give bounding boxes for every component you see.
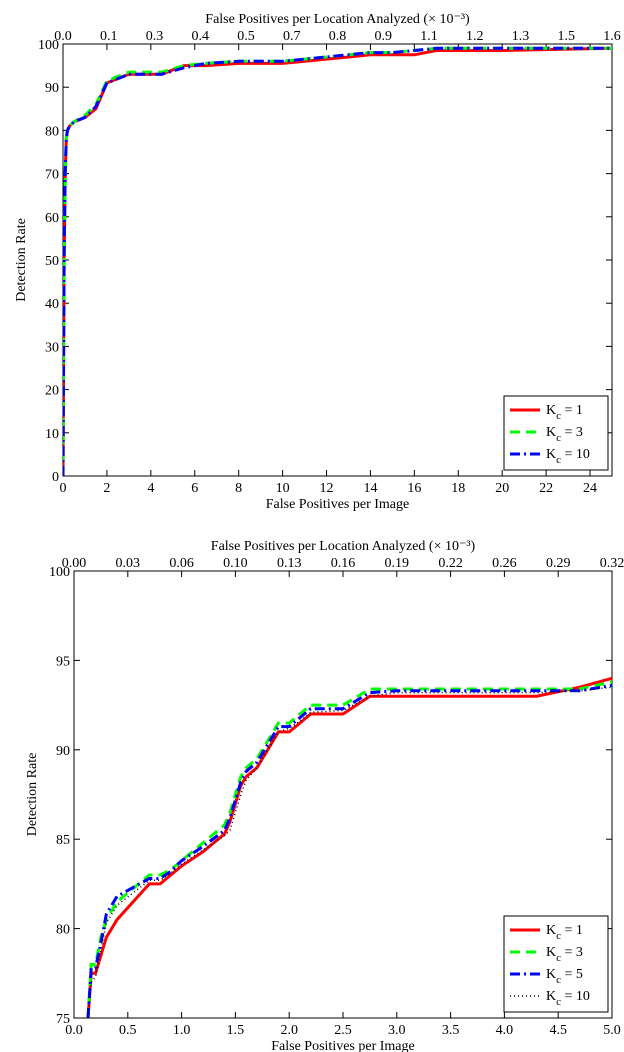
- x2-tick-label: 0.4: [192, 29, 210, 44]
- x2-tick-label: 1.5: [558, 29, 576, 44]
- x-tick-label: 14: [363, 481, 377, 496]
- y-tick-label: 90: [56, 744, 70, 759]
- y-tick-label: 0: [52, 470, 59, 485]
- x2-tick-label: 1.3: [512, 29, 530, 44]
- x-tick-label: 6: [191, 481, 198, 496]
- x2-tick-label: 0.00: [62, 556, 87, 571]
- x2-tick-label: 0.03: [116, 556, 141, 571]
- y-tick-label: 100: [38, 38, 59, 53]
- legend-value: = 10: [561, 989, 590, 1004]
- x-tick-label: 12: [320, 481, 334, 496]
- x2-tick-label: 0.16: [331, 556, 356, 571]
- x-tick-label: 4.0: [496, 1023, 514, 1038]
- x-tick-label: 1.0: [173, 1023, 191, 1038]
- x-tick-label: 4.5: [549, 1023, 567, 1038]
- y-axis-title: Detection Rate: [14, 218, 29, 302]
- y-tick-label: 100: [49, 565, 70, 580]
- x-tick-label: 1.5: [227, 1023, 245, 1038]
- x2-axis-title: False Positives per Location Analyzed (×…: [211, 539, 476, 554]
- x-tick-label: 3.5: [442, 1023, 460, 1038]
- y-tick-label: 70: [45, 168, 59, 183]
- legend-box-0: [503, 395, 609, 471]
- x2-tick-label: 0.7: [283, 29, 301, 44]
- legend-value: = 5: [561, 967, 583, 982]
- x-tick-label: 0.5: [119, 1023, 137, 1038]
- x2-tick-label: 0.26: [492, 556, 517, 571]
- x-tick-label: 0: [60, 481, 67, 496]
- legend-label-1: Kc = 1: [546, 403, 583, 422]
- x2-tick-label: 0.8: [329, 29, 347, 44]
- x-tick-label: 2: [103, 481, 110, 496]
- legend-label-10: Kc = 10: [546, 447, 590, 466]
- y-tick-label: 85: [56, 833, 70, 848]
- y-tick-label: 80: [56, 923, 70, 938]
- series-line-10-panel-1: [87, 686, 612, 1018]
- x2-tick-label: 0.13: [277, 556, 302, 571]
- x2-tick-label: 0.32: [600, 556, 624, 571]
- series-line-5-panel-1: [86, 683, 612, 1018]
- x2-tick-label: 0.9: [375, 29, 393, 44]
- legend-value: = 1: [561, 403, 583, 418]
- y-tick-label: 50: [45, 254, 59, 269]
- x-tick-label: 16: [407, 481, 421, 496]
- legend-label-3: Kc = 3: [546, 945, 583, 964]
- x2-tick-label: 1.2: [466, 29, 484, 44]
- legend-box-1: [503, 915, 609, 1013]
- y-tick-label: 90: [45, 81, 59, 96]
- y-tick-label: 40: [45, 297, 59, 312]
- y-tick-label: 60: [45, 211, 59, 226]
- y-axis-title: Detection Rate: [25, 753, 40, 837]
- legend-value: = 1: [561, 923, 583, 938]
- legend-label-10: Kc = 10: [546, 989, 590, 1008]
- y-tick-label: 20: [45, 384, 59, 399]
- legend-value: = 3: [561, 945, 583, 960]
- series-line-10-panel-0: [63, 46, 612, 476]
- legend-label-3: Kc = 3: [546, 425, 583, 444]
- x-tick-label: 3.0: [388, 1023, 406, 1038]
- x-axis-title: False Positives per Image: [266, 497, 409, 512]
- x2-tick-label: 0.19: [385, 556, 410, 571]
- legend-value: = 10: [561, 447, 590, 462]
- x-tick-label: 18: [451, 481, 465, 496]
- y-tick-label: 10: [45, 427, 59, 442]
- x-tick-label: 20: [495, 481, 509, 496]
- x-tick-label: 22: [539, 481, 553, 496]
- x-tick-label: 24: [583, 481, 597, 496]
- x2-tick-label: 0.1: [100, 29, 118, 44]
- x2-tick-label: 0.22: [438, 556, 463, 571]
- x-tick-label: 8: [235, 481, 242, 496]
- x2-tick-label: 0.29: [546, 556, 571, 571]
- x2-tick-label: 1.1: [420, 29, 438, 44]
- y-tick-label: 80: [45, 124, 59, 139]
- legend-label-5: Kc = 5: [546, 967, 583, 986]
- x-axis-title: False Positives per Image: [271, 1039, 414, 1052]
- x2-tick-label: 1.6: [603, 29, 621, 44]
- x2-tick-label: 0.5: [237, 29, 255, 44]
- x2-tick-label: 0.3: [146, 29, 164, 44]
- y-tick-label: 30: [45, 340, 59, 355]
- x2-axis-title: False Positives per Location Analyzed (×…: [205, 12, 470, 27]
- series-line-3-panel-1: [86, 680, 612, 1018]
- x-tick-label: 5.0: [603, 1023, 621, 1038]
- x-tick-label: 10: [276, 481, 290, 496]
- x-tick-label: 2.0: [280, 1023, 298, 1038]
- x-tick-label: 4: [147, 481, 154, 496]
- y-tick-label: 95: [56, 654, 70, 669]
- x2-tick-label: 0.06: [169, 556, 194, 571]
- x-tick-label: 0.0: [65, 1023, 83, 1038]
- x2-tick-label: 0.0: [54, 29, 72, 44]
- x2-tick-label: 0.10: [223, 556, 248, 571]
- y-tick-label: 75: [56, 1012, 70, 1027]
- legend-value: = 3: [561, 425, 583, 440]
- x-tick-label: 2.5: [334, 1023, 352, 1038]
- legend-label-1: Kc = 1: [546, 923, 583, 942]
